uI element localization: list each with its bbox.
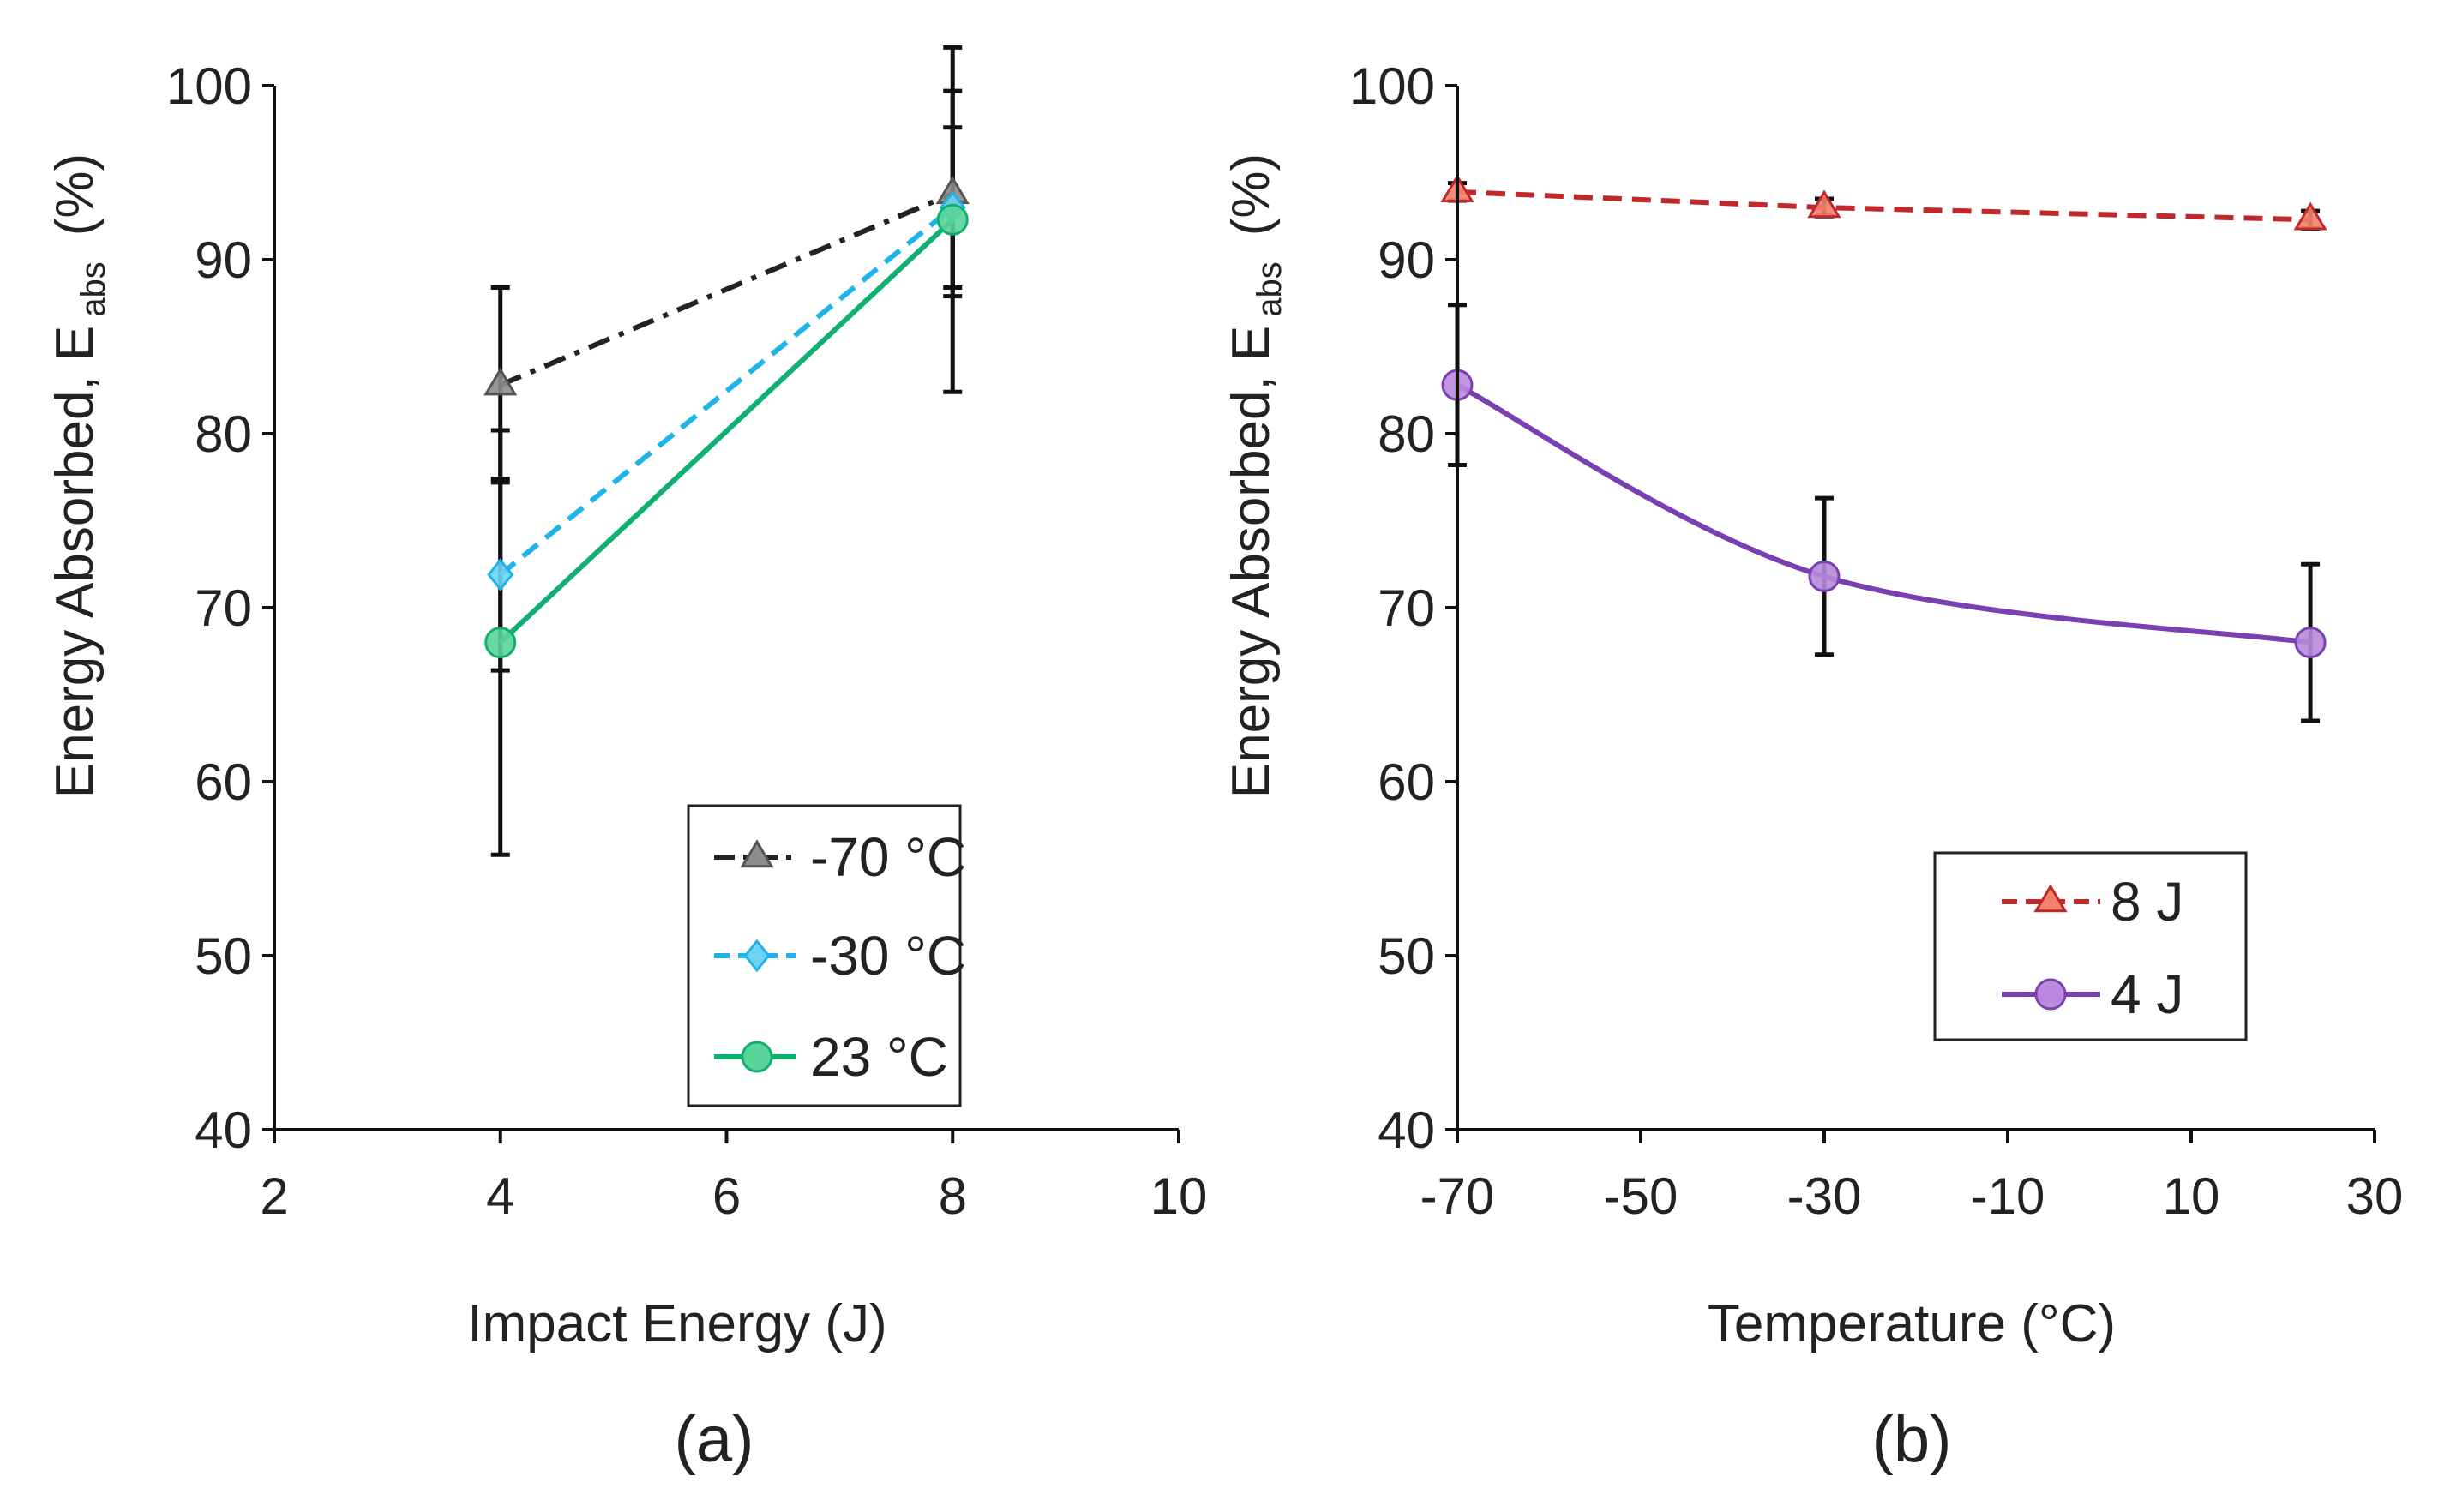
- panel-a-y-tick-label: 80: [195, 405, 252, 463]
- panel-a-y-axis-label: Energy Absorbed, E abs (%): [45, 153, 112, 798]
- panel-b-legend-label: 4 J: [2111, 963, 2183, 1025]
- panel-a-data-point: [936, 203, 969, 236]
- panel-a-x-tick-label: 6: [712, 1167, 741, 1225]
- panel-a-legend-marker: [741, 1041, 773, 1073]
- panel-a-legend-label: 23 °C: [810, 1026, 948, 1088]
- panel-a-x-axis-label: Impact Energy (J): [467, 1294, 886, 1353]
- panel-a-data-point: [487, 558, 514, 591]
- panel-b-x-tick-label: 10: [2163, 1167, 2220, 1225]
- panel-b-legend-marker: [2034, 978, 2067, 1011]
- panel-b-y-tick-label: 100: [1349, 57, 1435, 115]
- panel-a-data-point: [483, 367, 518, 396]
- panel-a-markers: [483, 176, 970, 659]
- panel-b-y-tick-label: 70: [1378, 579, 1435, 637]
- panel-b-axes: [1445, 84, 2376, 1143]
- panel-b-y-label-prefix: Energy Absorbed, E: [1222, 326, 1281, 798]
- panel-b-chart: 40 50 60 70 80 90 100 -70 -50 -30 -10 10 30 Temperat…: [1222, 57, 2403, 1476]
- panel-b-y-tick-label: 40: [1378, 1101, 1435, 1159]
- panel-a-y-label-suffix: (%): [45, 153, 105, 236]
- panel-b-x-tick-label: -30: [1787, 1167, 1862, 1225]
- panel-a-series-lines: [498, 191, 955, 645]
- panel-a-series-line-2: [498, 218, 955, 645]
- panel-a-x-tick-label: 4: [486, 1167, 514, 1225]
- panel-b-data-point: [2293, 201, 2327, 231]
- panel-b-x-tick-label: 30: [2346, 1167, 2404, 1225]
- panel-b-legend-box: [1933, 851, 2248, 1041]
- panel-b-tick-labels: 40 50 60 70 80 90 100 -70 -50 -30 -10 10 30: [1349, 57, 2403, 1225]
- panel-b-series-line-1: [1456, 382, 2311, 645]
- panel-b-label: (b): [1872, 1403, 1952, 1476]
- panel-a-y-label-sub: abs: [75, 261, 112, 317]
- panel-b-y-tick-label: 60: [1378, 753, 1435, 811]
- panel-b-y-label-suffix: (%): [1222, 153, 1281, 236]
- panel-b-y-label-sub: abs: [1251, 261, 1288, 317]
- panel-a-x-tick-label: 10: [1150, 1167, 1208, 1225]
- panel-b-y-axis-label: Energy Absorbed, E abs (%): [1222, 153, 1288, 798]
- panel-b-y-tick-label: 80: [1378, 405, 1435, 463]
- panel-a-series-line-1: [498, 205, 955, 577]
- panel-b-data-point: [1807, 189, 1841, 219]
- panel-b-series-line-0: [1456, 189, 2311, 223]
- panel-a-label: (a): [675, 1403, 754, 1476]
- panel-a-legend-marker: [740, 839, 774, 868]
- panel-a-y-tick-label: 90: [195, 231, 252, 289]
- panel-a-legend-label: -70 °C: [810, 826, 966, 888]
- panel-a-y-tick-label: 60: [195, 753, 252, 811]
- panel-a-legend-label: -30 °C: [810, 925, 966, 987]
- panel-b-x-axis-label: Temperature (°C): [1708, 1294, 2116, 1353]
- panel-b-legend-marker: [2033, 884, 2068, 913]
- panel-b-y-tick-label: 90: [1378, 231, 1435, 289]
- panel-a-tick-labels: 40 50 60 70 80 90 100 2 4 6 8 10: [166, 57, 1207, 1225]
- panel-a-y-tick-label: 40: [195, 1101, 252, 1159]
- panel-b-x-tick-label: -50: [1604, 1167, 1678, 1225]
- panel-a-axes: [262, 84, 1180, 1143]
- panel-a-data-point: [484, 627, 517, 659]
- panel-b-x-tick-label: -10: [1971, 1167, 2045, 1225]
- panel-a-error-bars: [490, 45, 963, 857]
- panel-a-x-tick-label: 2: [260, 1167, 288, 1225]
- panel-b-x-tick-label: -70: [1420, 1167, 1495, 1225]
- panel-b-data-point: [2294, 627, 2327, 659]
- panel-b-series-lines: [1456, 189, 2311, 645]
- panel-a-y-tick-label: 100: [166, 57, 252, 115]
- panel-b-legend-label: 8 J: [2111, 871, 2183, 933]
- panel-b-y-tick-label: 50: [1378, 927, 1435, 985]
- panel-b-markers: [1440, 174, 2327, 659]
- panel-a-legend: -70 °C -30 °C 23 °C: [687, 804, 966, 1107]
- panel-b-error-bars: [1448, 181, 2321, 723]
- panel-b-data-point: [1808, 560, 1841, 592]
- panel-a-y-tick-label: 50: [195, 927, 252, 985]
- panel-a-legend-marker: [743, 939, 771, 973]
- panel-b-legend: 8 J4 J: [1933, 851, 2248, 1041]
- panel-a-y-label-prefix: Energy Absorbed, E: [45, 326, 105, 798]
- panel-a-series-line-0: [499, 191, 954, 387]
- panel-a-y-tick-label: 70: [195, 579, 252, 637]
- panel-a-x-tick-label: 8: [939, 1167, 967, 1225]
